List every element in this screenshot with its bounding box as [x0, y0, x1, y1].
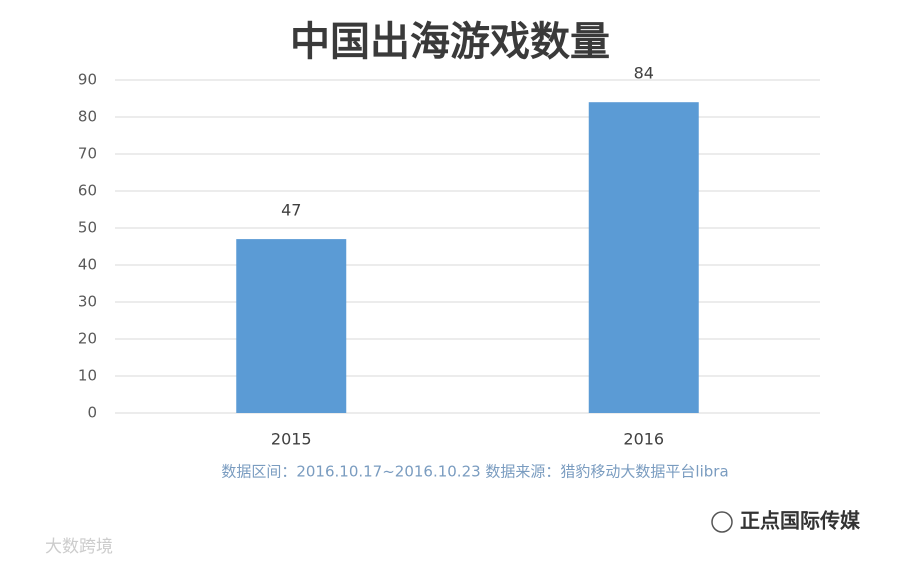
y-tick-label: 20 — [78, 330, 97, 348]
y-tick-label: 70 — [78, 145, 97, 163]
chart-title: 中国出海游戏数量 — [290, 19, 610, 65]
bar — [236, 239, 347, 413]
y-tick-label: 60 — [78, 182, 97, 200]
watermark: 正点国际传媒 — [740, 509, 861, 533]
data-label: 84 — [634, 64, 654, 83]
data-label: 47 — [281, 201, 301, 220]
y-tick-label: 80 — [78, 108, 97, 126]
y-tick-label: 30 — [78, 293, 97, 311]
y-tick-label: 0 — [87, 404, 97, 422]
watermark: 大数跨境 — [45, 537, 113, 557]
wechat-icon — [711, 511, 733, 533]
y-tick-label: 90 — [78, 71, 97, 89]
bar — [588, 102, 699, 413]
y-tick-label: 10 — [78, 367, 97, 385]
x-tick-label: 2015 — [271, 430, 312, 449]
source-note: 数据区间：2016.10.17~2016.10.23 数据来源：猎豹移动大数据平… — [221, 463, 728, 481]
x-tick-label: 2016 — [623, 430, 664, 449]
y-tick-label: 50 — [78, 219, 97, 237]
y-tick-label: 40 — [78, 256, 97, 274]
